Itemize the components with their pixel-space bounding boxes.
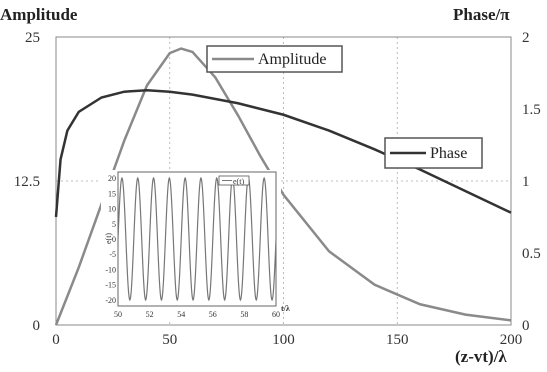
y-right-tick-label: 0 (522, 318, 530, 334)
y-right-tick-label: 1.5 (522, 102, 541, 118)
y-left-tick-label: 12.5 (14, 174, 40, 190)
inset-background (101, 170, 281, 322)
inset-y-tick-label: -10 (105, 265, 116, 274)
right-axis-label: Phase/π (453, 5, 510, 24)
inset-series-line (117, 176, 277, 302)
series-line-amplitude (54, 47, 512, 326)
inset-y-tick-label: 20 (108, 174, 116, 183)
inset-y-tick-label: -15 (105, 281, 116, 290)
x-ticks: 0 50 100 150 200 (52, 332, 522, 348)
inset-y-tick-label: 5 (112, 220, 116, 229)
inset-legend: e(t) (218, 175, 250, 186)
inset-x-tick-label: 56 (209, 310, 217, 319)
y-right-ticks: 0 0.5 1 1.5 2 (522, 30, 541, 334)
x-tick-label: 200 (500, 332, 523, 348)
inset-x-tick-label: 54 (177, 310, 185, 319)
y-left-tick-label: 0 (33, 318, 41, 334)
inset-x-tick-label: 50 (114, 310, 122, 319)
x-tick-label: 100 (272, 332, 295, 348)
inset-y-tick-label: 0 (112, 235, 116, 244)
inset-y-tick-label: 10 (108, 205, 116, 214)
inset-legend-label: e(t) (233, 177, 244, 186)
legend-amplitude: Amplitude (206, 45, 343, 73)
x-tick-label: 150 (386, 332, 409, 348)
x-tick-label: 0 (52, 332, 60, 348)
inset-x-tick-label: 58 (240, 310, 248, 319)
inset-y-tick-label: 15 (108, 189, 116, 198)
y-left-tick-label: 25 (25, 30, 40, 46)
inset-x-tick-label: 60 (272, 310, 280, 319)
inset-x-label: t/λ (281, 304, 290, 313)
x-axis-label: (z-vt)/λ (455, 347, 507, 366)
y-left-ticks: 0 12.5 25 (14, 30, 40, 334)
x-tick-label: 50 (162, 332, 177, 348)
legend-amplitude-label: Amplitude (258, 51, 326, 68)
plot-frame (55, 36, 512, 326)
legend-phase-label: Phase (430, 145, 467, 162)
y-right-tick-label: 2 (522, 30, 530, 46)
y-right-tick-label: 1 (522, 174, 530, 190)
y-right-tick-label: 0.5 (522, 246, 541, 262)
inset-y-label: e(t) (104, 233, 113, 244)
left-axis-label: Amplitude (0, 5, 78, 24)
legend-phase: Phase (384, 137, 483, 169)
inset-x-tick-label: 52 (146, 310, 154, 319)
inset-y-tick-label: -20 (105, 296, 116, 305)
inset-y-tick-label: -5 (109, 250, 116, 259)
